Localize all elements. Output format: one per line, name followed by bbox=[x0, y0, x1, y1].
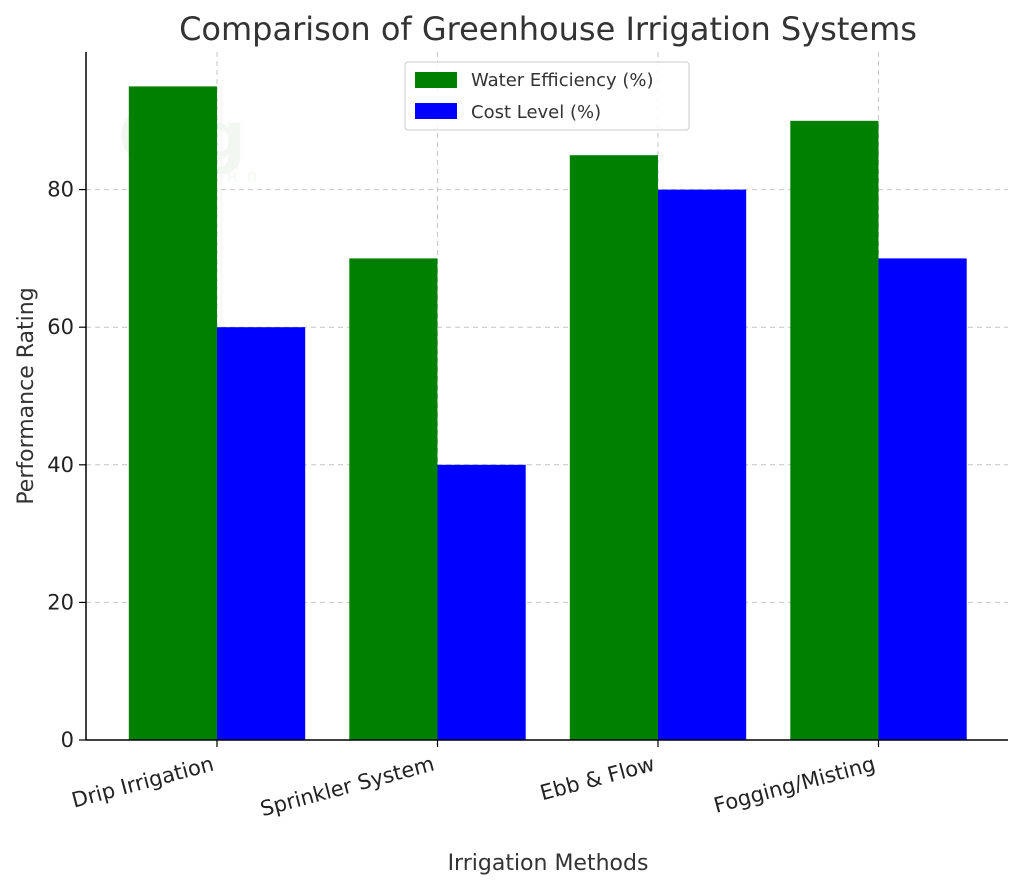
legend-box bbox=[404, 61, 690, 131]
y-axis-label: Performance Rating bbox=[14, 287, 39, 504]
bar-water-efficiency-drip-irrigation bbox=[128, 86, 217, 740]
legend-swatch-cost-level bbox=[415, 103, 457, 119]
legend-label-cost-level: Cost Level (%) bbox=[471, 102, 601, 123]
bar-cost-level-fogging-misting bbox=[878, 258, 967, 740]
bar-water-efficiency-sprinkler-system bbox=[349, 258, 438, 740]
axes bbox=[85, 52, 1008, 741]
x-axis-label: Irrigation Methods bbox=[448, 851, 649, 876]
y-tick-label-40: 40 bbox=[47, 453, 74, 477]
x-tick-label-ebb-flow: Ebb & Flow bbox=[537, 752, 657, 806]
y-tick-label-60: 60 bbox=[47, 315, 74, 339]
bar-water-efficiency-ebb-flow bbox=[569, 155, 658, 740]
bar-cost-level-sprinkler-system bbox=[437, 464, 526, 740]
x-tick-label-sprinkler-system: Sprinkler System bbox=[258, 752, 437, 822]
bar-cost-level-drip-irrigation bbox=[217, 327, 306, 740]
bar-cost-level-ebb-flow bbox=[658, 189, 747, 741]
y-tick-label-20: 20 bbox=[47, 590, 74, 614]
chart-title: Comparison of Greenhouse Irrigation Syst… bbox=[179, 10, 917, 48]
bars bbox=[128, 86, 967, 741]
legend-label-water-efficiency: Water Efficiency (%) bbox=[471, 70, 654, 91]
y-tick-label-80: 80 bbox=[47, 178, 74, 202]
legend: Water Efficiency (%) Cost Level (%) bbox=[404, 61, 690, 131]
x-tick-label-drip-irrigation: Drip Irrigation bbox=[69, 752, 216, 813]
bar-water-efficiency-fogging-misting bbox=[790, 120, 879, 741]
y-ticks: 0 20 40 60 80 bbox=[47, 178, 86, 752]
x-tick-label-fogging-misting: Fogging/Misting bbox=[711, 752, 878, 818]
x-ticks: Drip Irrigation Sprinkler System Ebb & Flo… bbox=[69, 740, 880, 822]
y-tick-label-0: 0 bbox=[61, 728, 74, 752]
legend-swatch-water-efficiency bbox=[415, 72, 457, 88]
